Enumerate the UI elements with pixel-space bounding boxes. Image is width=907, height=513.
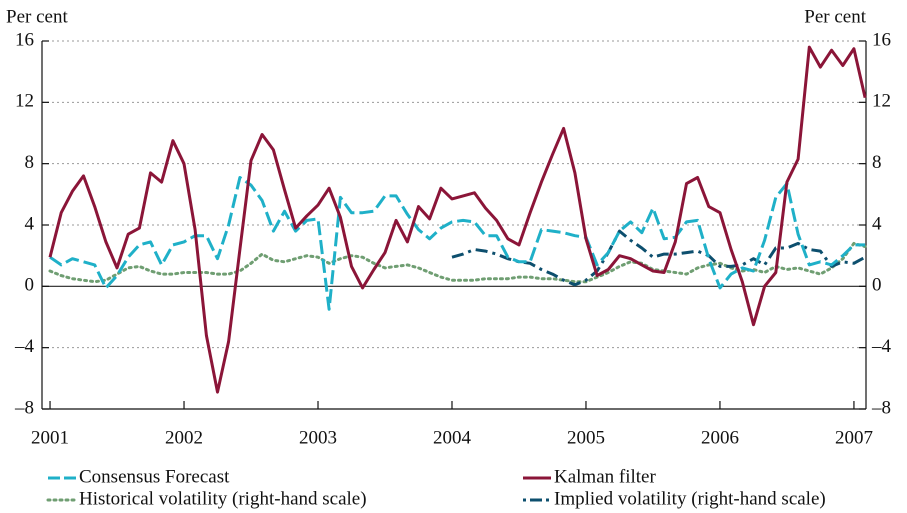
x-tick-label: 2007 xyxy=(835,427,873,448)
y-tick-label: 4 xyxy=(25,213,35,234)
x-tick-label: 2003 xyxy=(299,427,337,448)
legend-label: Implied volatility (right-hand scale) xyxy=(554,488,826,509)
x-tick-label: 2006 xyxy=(701,427,739,448)
series-line xyxy=(48,45,867,394)
legend-label: Kalman filter xyxy=(554,466,656,487)
y2-tick-label: 12 xyxy=(872,91,891,112)
y2-tick-label: –4 xyxy=(871,336,892,357)
y-tick-label: 0 xyxy=(25,275,35,296)
y-tick-label: 12 xyxy=(15,91,34,112)
x-tick-label: 2004 xyxy=(433,427,472,448)
legend-label: Historical volatility (right-hand scale) xyxy=(79,488,367,509)
y-tick-label: 8 xyxy=(25,152,35,173)
y2-axis-label: Per cent xyxy=(804,6,866,27)
x-tick-label: 2005 xyxy=(567,427,605,448)
y2-tick-label: 8 xyxy=(872,152,882,173)
y2-tick-label: –8 xyxy=(871,397,891,418)
y-tick-label: –4 xyxy=(14,336,35,357)
y2-tick-label: 16 xyxy=(872,29,891,50)
y2-tick-label: 0 xyxy=(872,275,882,296)
series-line xyxy=(48,241,867,284)
y-axis-label: Per cent xyxy=(6,6,68,27)
y-tick-label: 16 xyxy=(15,29,34,50)
legend-label: Consensus Forecast xyxy=(79,466,230,487)
x-tick-label: 2001 xyxy=(31,427,69,448)
y2-tick-label: 4 xyxy=(872,213,882,234)
x-tick-label: 2002 xyxy=(165,427,203,448)
y-tick-label: –8 xyxy=(14,397,34,418)
series-line xyxy=(49,176,866,311)
series-line xyxy=(451,229,866,287)
